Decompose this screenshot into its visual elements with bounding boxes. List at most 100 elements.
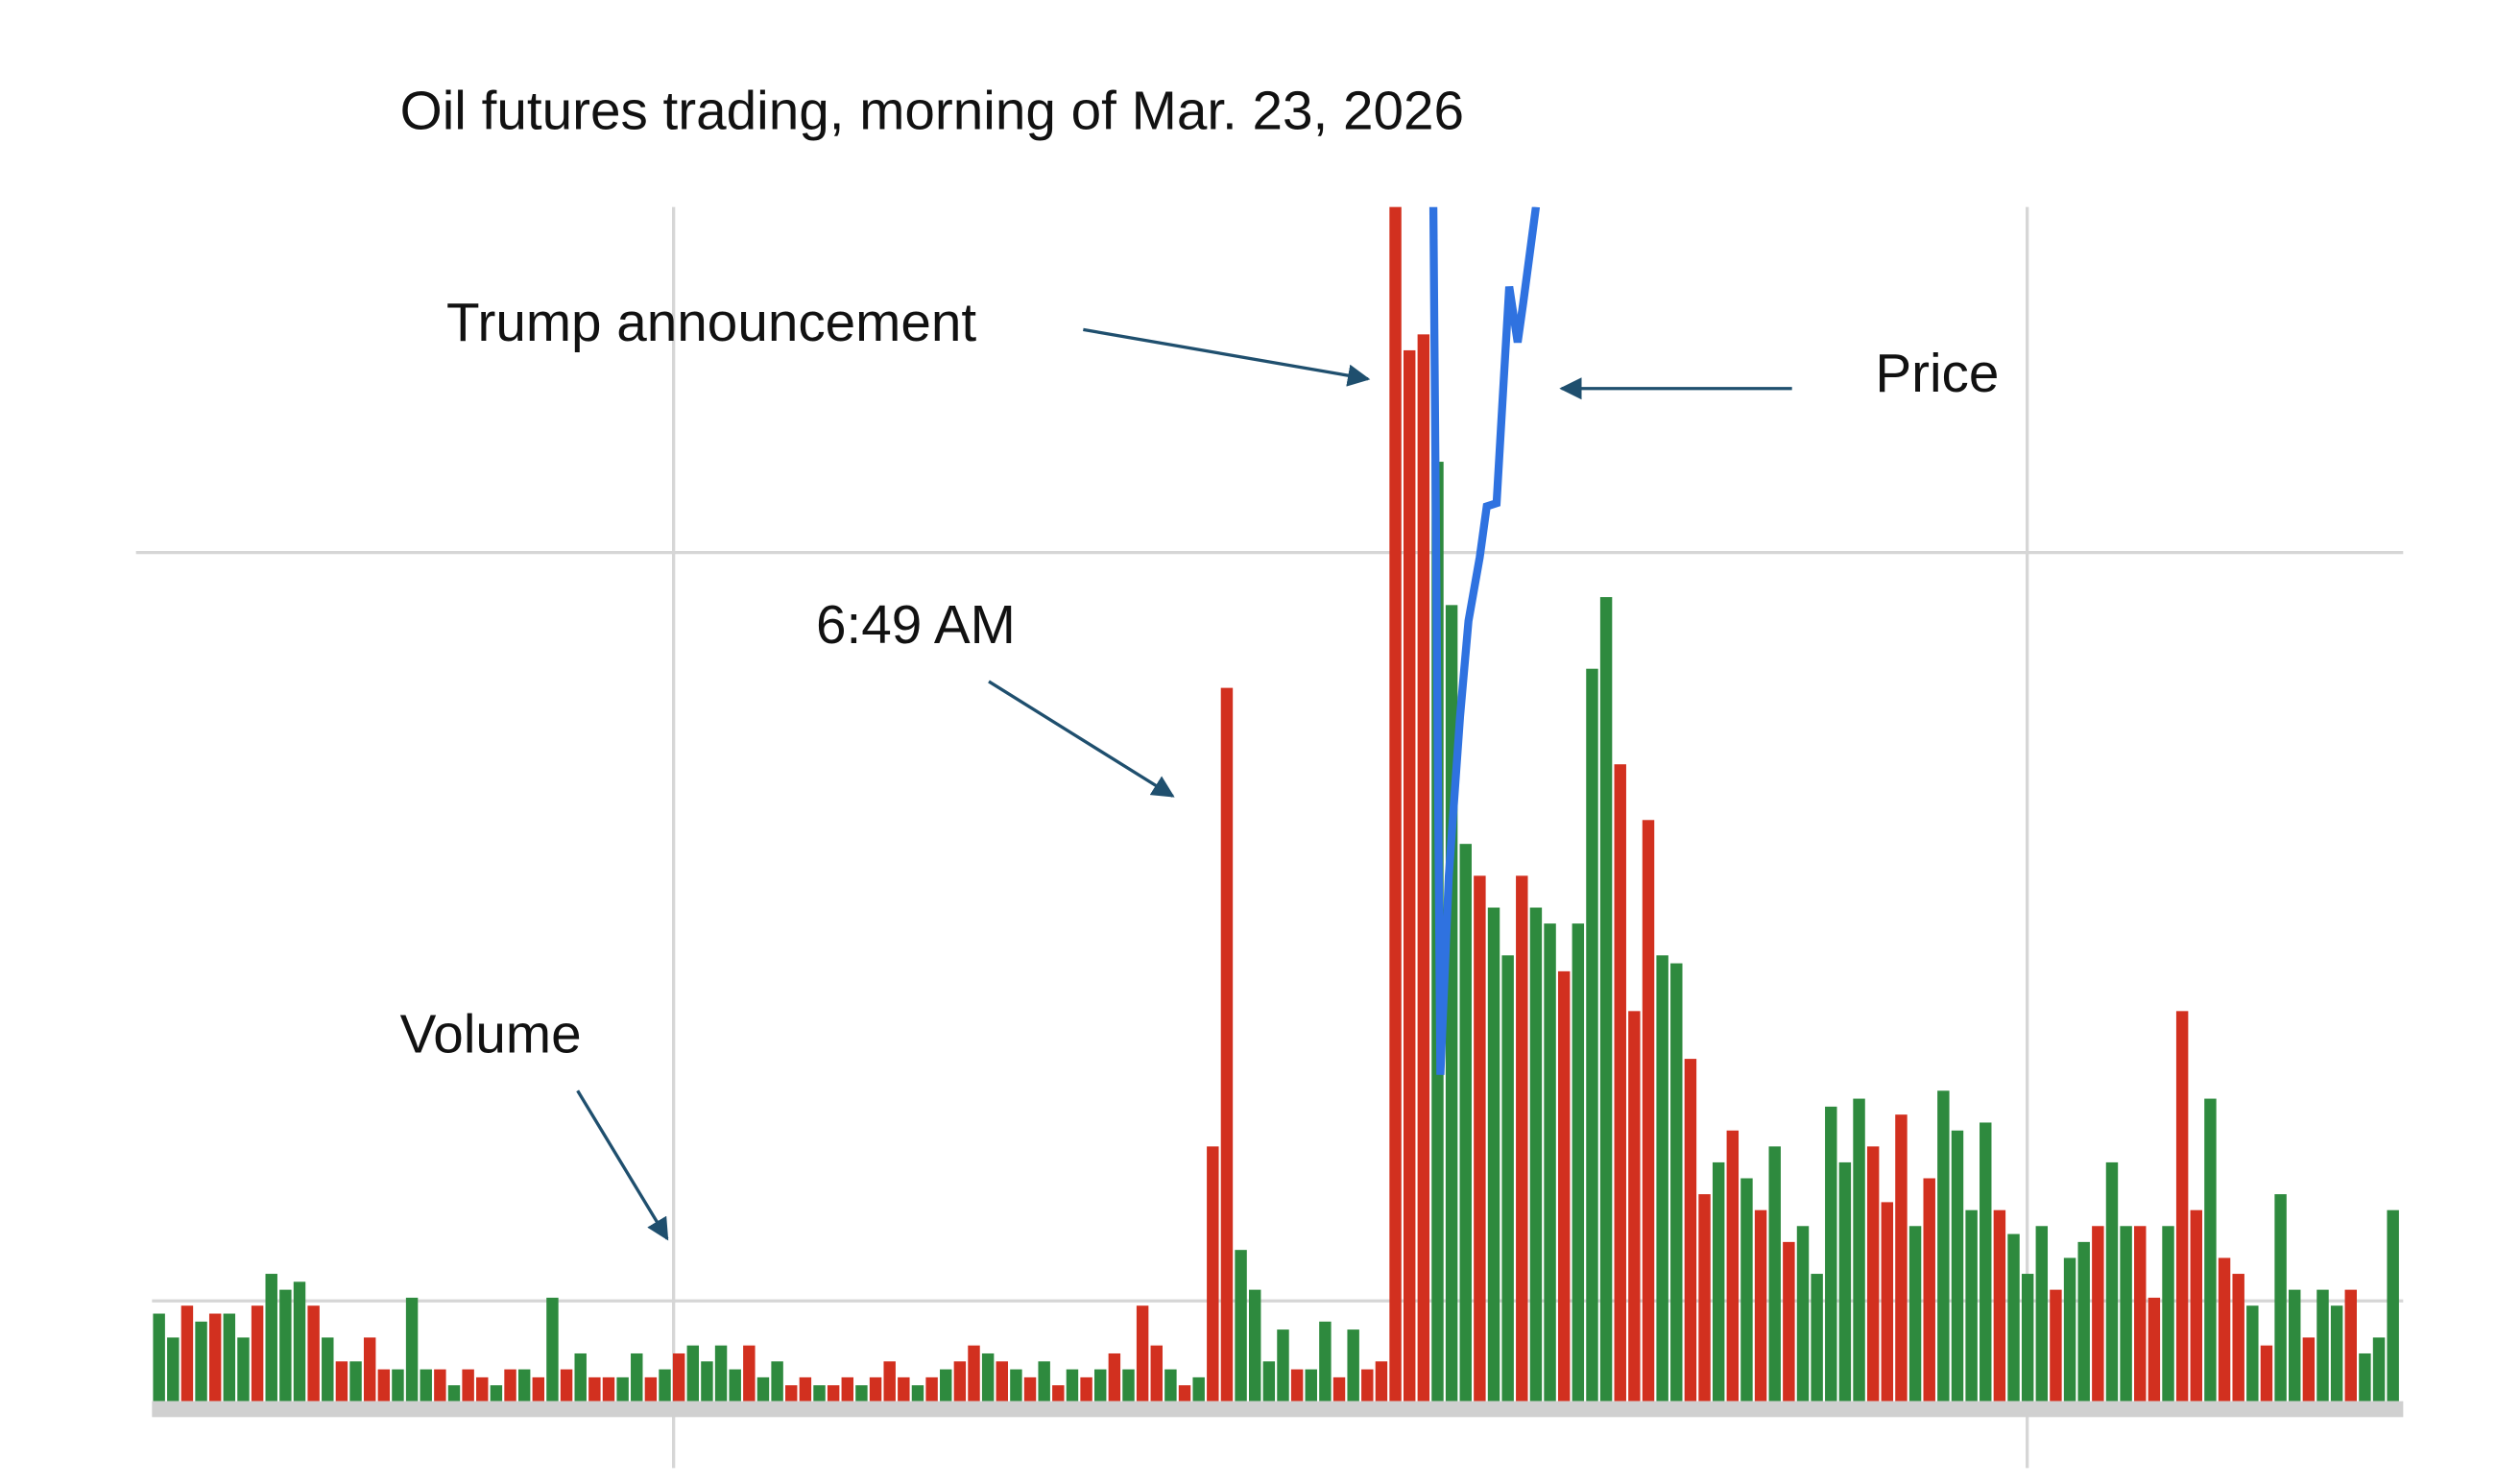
bar	[392, 1369, 404, 1401]
bar	[588, 1376, 601, 1401]
annotation-arrow	[988, 680, 1175, 798]
bar	[616, 1376, 629, 1401]
bar	[1740, 1178, 1753, 1401]
bar	[1207, 1146, 1219, 1401]
annotation-arrow	[576, 1089, 669, 1241]
bar	[279, 1289, 292, 1401]
bar	[1642, 820, 1655, 1401]
bar	[1712, 1161, 1725, 1401]
bar	[771, 1361, 783, 1401]
bar	[2302, 1337, 2316, 1401]
bar	[1754, 1209, 1767, 1401]
bar	[1375, 1361, 1388, 1401]
bar	[1052, 1385, 1065, 1401]
bar	[447, 1385, 461, 1401]
bar	[2274, 1194, 2287, 1401]
bar	[1572, 923, 1585, 1401]
bar	[2134, 1226, 2147, 1401]
bar	[1614, 764, 1626, 1401]
bar	[686, 1345, 700, 1401]
bar	[925, 1376, 938, 1401]
bar	[2289, 1289, 2301, 1401]
bar	[1866, 1146, 1880, 1401]
chart-title: Oil futures trading, morning of Mar. 23,…	[400, 80, 1464, 140]
bar	[1178, 1385, 1191, 1401]
bar	[1235, 1250, 1247, 1401]
bar	[1290, 1369, 1304, 1401]
bar	[1150, 1345, 1163, 1401]
bar	[1108, 1352, 1121, 1401]
bar	[940, 1369, 952, 1401]
bar	[2330, 1305, 2343, 1401]
bar	[2050, 1289, 2062, 1401]
bar	[785, 1385, 798, 1401]
bar	[1403, 349, 1416, 1401]
bar	[153, 1313, 165, 1401]
bar	[672, 1352, 685, 1401]
bar	[1389, 206, 1402, 1401]
bar	[981, 1352, 995, 1401]
bar	[2092, 1226, 2104, 1401]
bar	[1783, 1241, 1795, 1401]
bar	[167, 1337, 180, 1401]
bar	[1080, 1376, 1092, 1401]
price-line-group	[1428, 206, 1541, 1075]
bar	[1965, 1209, 1978, 1401]
bar	[2190, 1209, 2203, 1401]
bar	[1937, 1090, 1950, 1401]
bar	[1516, 875, 1528, 1401]
bar	[869, 1376, 882, 1401]
bar	[2035, 1226, 2049, 1401]
bar	[2387, 1209, 2399, 1401]
bar	[1980, 1122, 1992, 1401]
bar	[405, 1297, 419, 1401]
bar	[265, 1274, 277, 1401]
bar	[2148, 1297, 2161, 1401]
bar	[1474, 875, 1486, 1401]
bar	[827, 1385, 840, 1401]
bar	[1768, 1146, 1781, 1401]
bar	[560, 1369, 573, 1401]
annotation-arrow	[1083, 327, 1371, 387]
bar	[1529, 907, 1543, 1401]
bar	[898, 1376, 910, 1401]
bar	[223, 1313, 236, 1401]
bar	[1347, 1329, 1359, 1401]
bar	[2316, 1289, 2329, 1401]
bar	[602, 1376, 615, 1401]
bar	[968, 1345, 980, 1401]
bar	[2260, 1345, 2273, 1401]
bar	[1838, 1161, 1852, 1401]
bar	[532, 1376, 545, 1401]
bar	[1628, 1011, 1641, 1401]
bar	[841, 1376, 854, 1401]
bar	[251, 1305, 264, 1401]
bar	[1825, 1106, 1837, 1401]
bar	[1951, 1130, 1964, 1401]
bar	[1544, 923, 1556, 1401]
bar	[517, 1369, 531, 1401]
bar	[322, 1337, 334, 1401]
bar	[1501, 955, 1514, 1401]
annotation: Trump announcement	[446, 292, 976, 352]
bar	[1853, 1098, 1865, 1401]
bar	[1094, 1369, 1107, 1401]
bar	[1726, 1130, 1740, 1401]
bar	[996, 1361, 1008, 1401]
bar	[546, 1297, 559, 1401]
bar	[729, 1369, 741, 1401]
bar	[293, 1281, 306, 1401]
bar	[1993, 1209, 2006, 1401]
bar	[1908, 1226, 1922, 1401]
bar	[1459, 844, 1472, 1401]
bar	[504, 1369, 516, 1401]
bar	[799, 1376, 812, 1401]
bar	[420, 1369, 432, 1401]
bar	[644, 1376, 658, 1401]
bar	[1557, 970, 1571, 1401]
bar	[363, 1337, 376, 1401]
bar	[1038, 1361, 1050, 1401]
bar	[1192, 1376, 1205, 1401]
annotation: Volume	[400, 1004, 582, 1065]
